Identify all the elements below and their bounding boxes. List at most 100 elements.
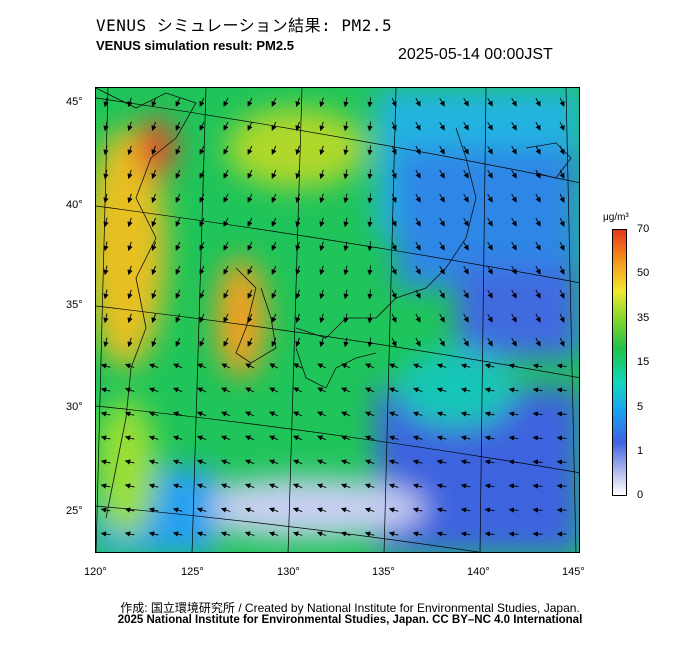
wind-arrow [197,363,207,369]
wind-arrow [436,387,447,393]
wind-arrow [269,435,279,441]
wind-arrow [388,411,399,417]
wind-arrow [271,217,277,227]
wind-arrow [341,411,351,417]
wind-arrow [173,363,183,369]
wind-arrow [484,507,495,513]
wind-arrow [439,217,445,227]
wind-arrow [559,97,565,107]
wind-arrow [343,169,349,180]
wind-arrow [127,97,133,108]
wind-arrow [484,363,495,369]
wind-arrow [245,363,255,369]
wind-arrow [172,459,183,465]
wind-arrow [511,337,517,347]
wind-arrow [535,241,541,251]
wind-arrow [295,265,301,276]
wind-arrow [559,265,565,275]
wind-arrow [511,193,517,203]
wind-arrow [367,193,373,204]
wind-arrow [172,387,183,393]
wind-arrow [556,363,567,369]
wind-arrow [415,145,421,155]
wind-arrow [319,145,325,156]
wind-arrow [463,265,469,275]
wind-arrow [151,193,157,204]
wind-arrow [316,459,327,465]
wind-arrow [367,121,373,132]
wind-arrow [151,313,157,324]
wind-arrow [535,313,541,323]
wind-arrow [436,483,447,489]
wind-arrow [460,531,471,537]
wind-arrow [391,193,397,203]
wind-arrow [175,97,181,107]
wind-arrow [460,483,471,489]
wind-arrow [223,337,229,347]
wind-arrow [199,97,205,107]
wind-arrow [487,145,493,155]
wind-arrow [388,483,399,489]
wind-arrow [220,459,231,465]
wind-arrow [295,121,301,132]
wind-arrow [535,97,541,107]
wind-arrow [124,459,135,465]
wind-arrow [293,363,303,369]
wind-arrow [103,97,109,108]
wind-arrow [127,145,133,156]
wind-arrow [175,313,181,323]
wind-arrow [292,483,303,489]
wind-arrow [535,289,541,299]
wind-arrow [508,459,519,465]
wind-arrow [271,289,277,299]
wind-arrow [199,289,205,299]
wind-arrow [556,387,567,393]
lon-label-135: 135° [372,566,395,578]
wind-arrow [175,289,181,299]
wind-arrow [223,313,229,323]
wind-arrow [151,145,157,156]
wind-arrow [100,459,111,465]
wind-arrow [364,531,375,537]
wind-arrow [295,313,301,324]
wind-arrow [148,507,159,513]
wind-arrow [436,411,447,417]
wind-arrow [343,193,349,204]
wind-arrow [439,97,445,107]
wind-arrow [532,507,543,513]
wind-arrow [412,483,423,489]
wind-arrow [535,337,541,347]
wind-arrow [172,531,183,537]
wind-arrow [247,121,253,131]
wind-arrow [511,121,517,131]
wind-arrows [100,97,567,537]
wind-arrow [148,483,159,489]
wind-arrow [175,169,181,179]
wind-arrow [511,97,517,107]
wind-arrow [436,435,447,441]
wind-arrow [439,337,445,347]
wind-arrow [511,313,517,323]
wind-arrow [415,217,421,227]
wind-arrow [508,483,519,489]
wind-arrow [103,217,109,228]
wind-arrow [391,337,397,347]
wind-arrow [199,217,205,227]
wind-arrow [175,217,181,227]
wind-arrow [103,145,109,156]
colorbar-unit: μg/m³ [603,212,629,223]
wind-arrow [439,241,445,251]
wind-arrow [199,313,205,323]
wind-arrow [367,97,373,108]
wind-arrow [436,459,447,465]
wind-arrow [487,337,493,347]
wind-arrow [271,337,277,347]
wind-arrow [292,507,303,513]
wind-arrow [511,145,517,155]
wind-arrow [532,387,543,393]
wind-arrow [463,193,469,203]
wind-arrow [391,289,397,299]
wind-arrow [220,507,231,513]
wind-arrow [295,193,301,204]
wind-arrow [247,289,253,299]
